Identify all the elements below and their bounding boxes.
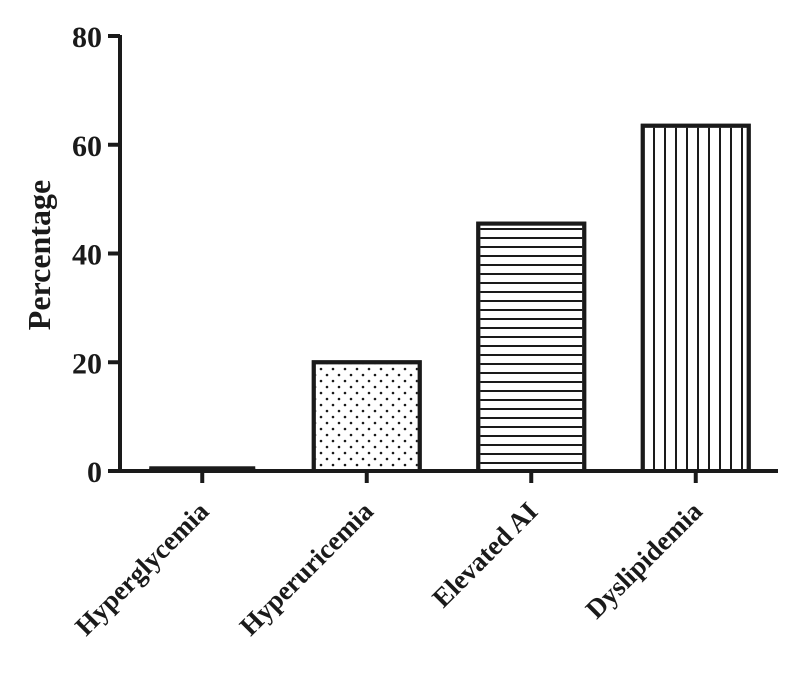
bar-outline — [640, 123, 751, 473]
y-axis-title: Percentage — [21, 180, 57, 330]
bar-pattern-fill — [480, 225, 583, 471]
bar-pattern-fill — [315, 364, 418, 471]
x-tick-label: Hyperglycemia — [69, 496, 215, 642]
bar-outline — [311, 360, 422, 473]
y-tick-label: 40 — [72, 239, 102, 272]
bar-outline — [476, 221, 587, 473]
y-tick-label: 60 — [72, 130, 102, 163]
y-tick-label: 80 — [72, 21, 102, 54]
bar-outline — [149, 466, 256, 471]
y-tick-label: 0 — [87, 456, 102, 489]
x-tick-label: Elevated AI — [426, 496, 543, 613]
bar-pattern-fill — [644, 127, 747, 471]
y-axis: 0 20 40 60 80 — [72, 21, 122, 489]
category-labels: Hyperglycemia Hyperuricemia Elevated AI Dys… — [69, 496, 708, 642]
y-tick-label: 20 — [72, 347, 102, 380]
x-tick-label: Dyslipidemia — [580, 496, 709, 625]
bars — [149, 123, 751, 473]
x-tick-label: Hyperuricemia — [234, 496, 380, 642]
